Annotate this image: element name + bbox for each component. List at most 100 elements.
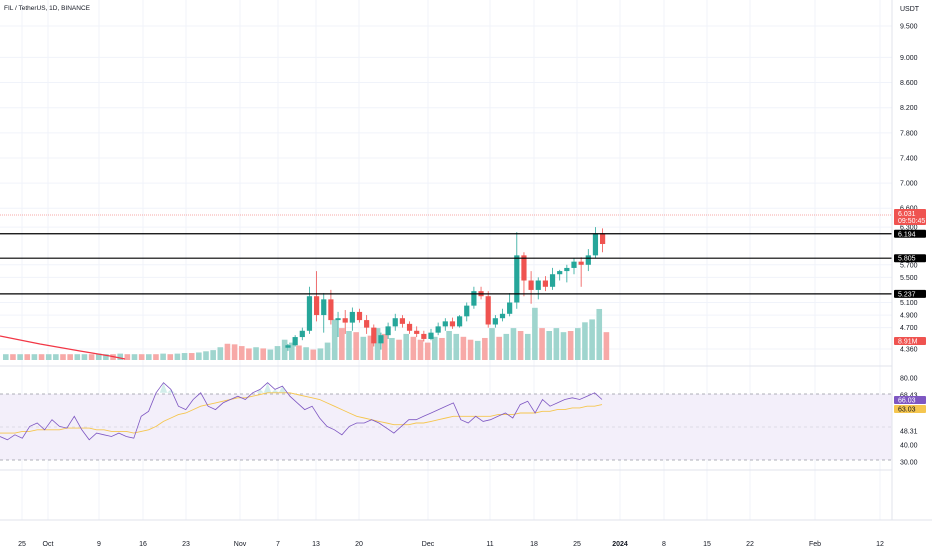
price-tick-label: 7.000	[900, 181, 918, 188]
candle-body	[592, 233, 599, 256]
candle-body	[342, 318, 348, 323]
volume-bar	[160, 353, 166, 360]
volume-bar	[296, 345, 302, 360]
candle-body	[335, 318, 341, 321]
volume-bar	[367, 335, 374, 360]
candle-body	[600, 233, 606, 244]
volume-bar	[274, 346, 281, 360]
price-tick-label: 8.200	[900, 105, 918, 112]
price-axis[interactable]: USDT	[891, 0, 932, 550]
volume-bar	[3, 354, 9, 360]
volume-bar	[260, 348, 266, 360]
volume-bar	[131, 354, 138, 360]
candle-body	[371, 327, 377, 344]
rsi-ma-value-tag: 63.03	[898, 407, 916, 414]
candle-body	[428, 332, 434, 339]
candle-body	[485, 296, 491, 325]
time-tick-label: 22	[746, 541, 754, 548]
volume-bar	[17, 354, 23, 360]
candle-body	[549, 274, 556, 287]
volume-bar	[360, 336, 367, 360]
candle-body	[292, 337, 298, 346]
price-tick-label: 4.700	[900, 325, 918, 332]
volume-bar	[246, 348, 252, 360]
volume-bar	[567, 331, 574, 360]
rsi-overbought-fill	[159, 382, 287, 393]
rsi-panel	[0, 382, 892, 461]
time-tick-label: 20	[355, 541, 363, 548]
volume-bar	[389, 337, 395, 360]
candle-body	[364, 320, 370, 328]
volume-bar	[546, 331, 552, 360]
volume-bar	[67, 354, 73, 360]
volume-bar	[489, 328, 495, 360]
price-tick-label: 9.500	[900, 24, 918, 31]
candle-body	[442, 321, 448, 327]
candle-body	[306, 296, 313, 331]
candle-body	[385, 326, 391, 336]
rsi-value-tag: 66.03	[898, 398, 916, 405]
volume-bar	[203, 351, 209, 360]
price-tick-label: 8.600	[900, 80, 918, 87]
volume-bar	[146, 354, 152, 360]
last-price-tag: 6.031	[898, 211, 916, 218]
rsi-tick-label: 80.00	[900, 376, 918, 383]
rsi-tick-label: 40.00	[900, 443, 918, 450]
volume-bar	[74, 354, 81, 360]
candle-body	[564, 267, 570, 272]
volume-bar	[403, 333, 409, 360]
volume-bar	[582, 322, 588, 360]
candle-body	[399, 318, 405, 324]
volume-bar	[196, 352, 202, 360]
volume-bar	[553, 328, 560, 360]
volume-bar	[38, 354, 45, 360]
volume-bar	[432, 336, 438, 360]
candle-body	[571, 261, 577, 268]
volume-bar	[117, 353, 123, 360]
volume-bar	[317, 348, 324, 360]
volume-tag: 8.91M	[898, 339, 918, 346]
volume-bar	[439, 337, 445, 360]
candle-body	[314, 296, 320, 316]
time-tick-label: 18	[530, 541, 538, 548]
volume-bar	[167, 354, 174, 360]
volume-bar	[424, 342, 431, 360]
time-axis[interactable]: 25 Oct 9 16 23 Nov 7 13 20 Dec 11 18 25 2024 8 15 22 Feb 1…	[18, 541, 884, 548]
rsi-ma-value-tag-bg	[894, 405, 926, 413]
volume-bar	[510, 328, 517, 360]
volume-bar	[124, 354, 131, 360]
candle-body	[349, 311, 355, 323]
volume-bar	[174, 353, 181, 360]
volume-bar	[24, 354, 31, 360]
time-tick-label: 2024	[612, 541, 628, 548]
price-tick-label: 5.500	[900, 275, 918, 282]
volume-bar	[31, 354, 38, 360]
volume-bar	[467, 339, 474, 360]
volume-bar	[281, 339, 288, 360]
level-tag-bg	[894, 229, 926, 238]
rsi-value-tag-bg	[894, 396, 926, 404]
countdown-tag: 09:50:45	[898, 218, 925, 225]
candle-body	[378, 335, 384, 344]
volume-bar	[10, 354, 16, 360]
horizontal-levels[interactable]	[0, 233, 892, 295]
candle-body	[471, 291, 477, 306]
time-tick-label: 15	[703, 541, 711, 548]
candle-body	[521, 255, 527, 281]
candle-body	[528, 280, 534, 290]
rsi-tick-label: 48.31	[900, 429, 918, 436]
volume-bar	[53, 354, 59, 360]
volume-bar	[210, 350, 216, 360]
volume-bar	[446, 331, 452, 360]
volume-bar	[517, 331, 524, 360]
candle-body	[435, 326, 441, 333]
time-tick-label: 25	[18, 541, 26, 548]
volume-bar	[410, 336, 417, 360]
candle-body	[542, 280, 548, 287]
volume-bar	[603, 332, 610, 360]
volume-bar	[353, 332, 359, 360]
candle-body	[578, 261, 584, 265]
volume-bar	[217, 347, 224, 360]
candle-body	[356, 311, 363, 321]
